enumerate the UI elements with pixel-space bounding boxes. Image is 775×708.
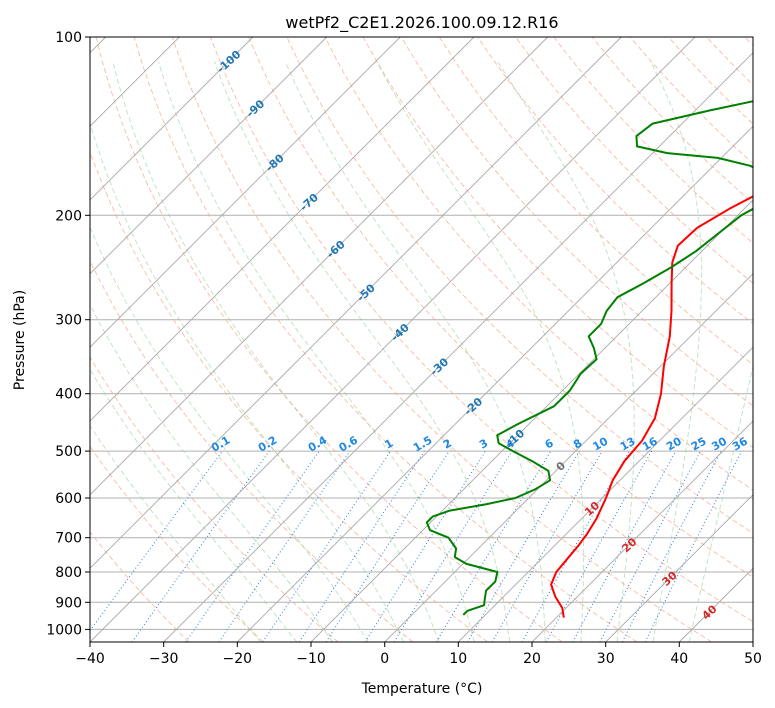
- y-tick-label: 100: [55, 30, 82, 46]
- moist-adiabat-line: [650, 61, 702, 642]
- x-tick-label: 30: [597, 651, 615, 667]
- dry-adiabat-line: [90, 356, 339, 642]
- y-tick-label: 600: [55, 491, 82, 507]
- isotherm-line: [90, 37, 696, 642]
- moist-adiabat-line: [90, 424, 262, 642]
- moist-adiabat-line: [688, 364, 753, 642]
- dry-adiabat-line: [324, 37, 753, 491]
- mixing-ratio-line: [621, 450, 722, 642]
- y-tick-label: 1000: [46, 622, 82, 638]
- dry-adiabat-line: [133, 37, 638, 642]
- dry-adiabat-line: [400, 37, 753, 407]
- mixing-ratio-line: [262, 450, 392, 642]
- mixing-ratio-line: [185, 450, 320, 642]
- moist-adiabat-line: [214, 61, 511, 642]
- isotherm-line: [605, 494, 753, 642]
- dry-adiabat-line: [95, 37, 563, 642]
- isotherm-line: [163, 52, 753, 642]
- x-tick-label: 10: [449, 651, 467, 667]
- mixing-ratio-line: [644, 450, 743, 642]
- plot-frame: [89, 36, 754, 643]
- dry-adiabat-line: [248, 37, 753, 578]
- y-axis-label: Pressure (hPa): [12, 290, 28, 390]
- dry-adiabat-line: [90, 531, 190, 642]
- moist-adiabat-line: [157, 61, 475, 642]
- mixing-ratio-line: [545, 450, 653, 642]
- axes-layer: −40 −30 −20 −10 0 10 20 30 40 50 100 200 300 400 500 60…: [46, 30, 762, 667]
- x-tick-label: 50: [744, 651, 762, 667]
- dry-adiabat-line: [90, 259, 414, 642]
- moist-adiabat-line: [90, 368, 298, 642]
- mixing-ratio-line: [218, 450, 351, 642]
- mixing-ratio-line: [599, 450, 701, 642]
- moist-adiabat-line: [284, 61, 546, 642]
- x-tick-label: −40: [75, 651, 105, 667]
- y-tick-label: 800: [55, 565, 82, 581]
- dry-adiabat-line: [553, 37, 753, 244]
- x-tick-label: 20: [523, 651, 541, 667]
- dry-adiabat-line: [210, 37, 753, 623]
- isotherm-line: [90, 37, 401, 348]
- isotherm-line: [457, 346, 753, 642]
- y-tick-label: 700: [55, 531, 82, 547]
- mixing-ratio-line: [131, 450, 270, 642]
- mixing-ratio-line: [298, 450, 425, 642]
- mixing-ratio-line: [393, 450, 513, 642]
- grid-layer: [90, 37, 753, 630]
- mixing-ratio-line: [572, 450, 677, 642]
- isotherm-line: [90, 37, 549, 496]
- moist-adiabat-line: [497, 61, 635, 642]
- chart-title: wetPf2_C2E1.2026.100.09.12.R16: [285, 13, 558, 33]
- isotherm-layer: [90, 37, 753, 642]
- dewpoint-profile: [425, 100, 753, 616]
- x-axis-label: Temperature (°C): [361, 681, 483, 697]
- isotherm-line: [90, 37, 254, 201]
- dry-adiabat-line: [286, 37, 753, 534]
- x-tick-label: −30: [149, 651, 179, 667]
- isotherm-line: [90, 37, 475, 422]
- dry-adiabat-line: [591, 37, 753, 204]
- profile-layer: [425, 100, 753, 618]
- x-tick-label: 40: [670, 651, 688, 667]
- isotherm-line: [90, 37, 622, 569]
- y-tick-label: 300: [55, 313, 82, 329]
- moist-adiabat-line: [90, 226, 369, 642]
- isotherm-line: [384, 273, 753, 642]
- isotherm-line: [90, 37, 328, 275]
- moist-adiabat-line: [90, 303, 334, 642]
- y-tick-label: 500: [55, 444, 82, 460]
- x-tick-label: −10: [296, 651, 326, 667]
- y-tick-label: 400: [55, 387, 82, 403]
- dry-adiabat-line: [477, 37, 753, 325]
- mixing-ratio-line: [364, 450, 486, 642]
- dry-adiabat-line: [439, 37, 753, 365]
- isotherm-line: [236, 125, 753, 642]
- temperature-profile: [550, 195, 753, 618]
- dry-adiabat-line: [171, 37, 712, 642]
- moist-adiabat-line: [90, 121, 405, 642]
- mixing-ratio-line: [325, 450, 450, 642]
- isotherm-line: [531, 420, 753, 642]
- x-tick-label: 0: [380, 651, 389, 667]
- y-tick-label: 200: [55, 208, 82, 224]
- isotherm-line: [310, 199, 753, 642]
- x-tick-label: −20: [223, 651, 253, 667]
- moist-adiabat-line: [112, 61, 440, 642]
- y-tick-label: 900: [55, 595, 82, 611]
- dry-adiabat-line: [90, 150, 488, 642]
